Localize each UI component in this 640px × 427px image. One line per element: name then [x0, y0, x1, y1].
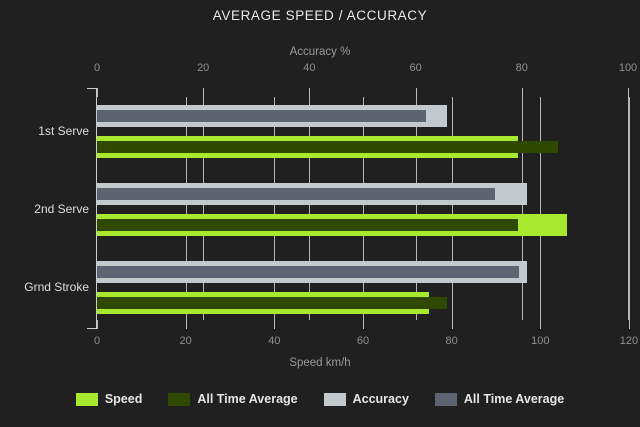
top-tick-label: 80: [515, 62, 528, 74]
bottom-tick-label: 0: [93, 335, 101, 347]
bar-speed-all-time-average: [97, 219, 519, 231]
legend-label: Accuracy: [352, 392, 409, 406]
category-label: 2nd Serve: [34, 201, 89, 216]
bottom-tick-mark: [451, 320, 453, 329]
top-tick-mark: [415, 88, 417, 97]
gridline: [309, 97, 311, 320]
gridline: [451, 97, 453, 320]
bottom-tick-label: 80: [445, 335, 458, 347]
legend-item[interactable]: Accuracy: [323, 392, 409, 406]
legend-swatch-icon: [323, 392, 346, 406]
gridline: [185, 97, 187, 320]
bottom-axis-title: Speed km/h: [289, 357, 351, 369]
legend-item[interactable]: Speed: [75, 392, 143, 406]
bottom-tick-mark: [362, 320, 364, 329]
bar-speed-all-time-average: [97, 297, 448, 309]
top-tick-label: 0: [93, 62, 101, 74]
bar-speed-all-time-average: [97, 141, 559, 153]
top-tick-label: 20: [197, 62, 210, 74]
top-tick-mark: [521, 88, 523, 97]
legend-label: All Time Average: [463, 392, 565, 406]
gridline: [628, 97, 630, 320]
legend-label: Speed: [104, 392, 143, 406]
legend-swatch-icon: [168, 392, 191, 406]
bar-accuracy-all-time-average: [97, 266, 520, 278]
bottom-tick-mark: [540, 320, 542, 329]
top-tick-label: 100: [618, 62, 638, 74]
bottom-tick-label: 120: [619, 335, 639, 347]
bottom-tick-mark: [97, 320, 98, 329]
top-tick-mark: [309, 88, 311, 97]
gridline: [362, 97, 364, 320]
category-label: 1st Serve: [38, 123, 89, 138]
bottom-tick-mark: [628, 320, 630, 329]
gridline: [415, 97, 417, 320]
legend-item[interactable]: All Time Average: [434, 392, 565, 406]
top-tick-label: 60: [409, 62, 422, 74]
bottom-tick-mark: [185, 320, 187, 329]
gridline: [540, 97, 542, 320]
top-tick-mark: [628, 88, 629, 97]
top-tick-mark: [97, 88, 98, 97]
gridline: [521, 97, 523, 320]
legend-swatch-icon: [75, 392, 98, 406]
category-label: Grnd Stroke: [24, 279, 89, 294]
chart-title: AVERAGE SPEED / ACCURACY: [212, 8, 428, 23]
chart-legend: Speed All Time Average Accuracy All Time Av…: [0, 392, 640, 406]
top-axis-title: Accuracy %: [289, 46, 351, 58]
value-axis-line: [96, 88, 97, 329]
bottom-tick-label: 40: [268, 335, 281, 347]
gridline: [274, 97, 276, 320]
bar-accuracy-all-time-average: [97, 188, 496, 200]
bottom-tick-label: 60: [356, 335, 370, 347]
bottom-tick-label: 100: [531, 335, 550, 347]
top-tick-label: 40: [303, 62, 316, 74]
gridline: [203, 97, 205, 320]
axis-cap-top: [87, 88, 96, 89]
legend-label: All Time Average: [197, 392, 298, 406]
gridline: [628, 97, 629, 320]
bar-accuracy-all-time-average: [97, 110, 427, 122]
legend-swatch-icon: [434, 392, 457, 406]
legend-item[interactable]: All Time Average: [168, 392, 298, 406]
axis-cap-bottom: [87, 328, 96, 329]
bottom-tick-mark: [274, 320, 276, 329]
top-tick-mark: [203, 88, 205, 97]
plot-area: [87, 88, 630, 329]
bottom-tick-label: 20: [179, 335, 192, 347]
